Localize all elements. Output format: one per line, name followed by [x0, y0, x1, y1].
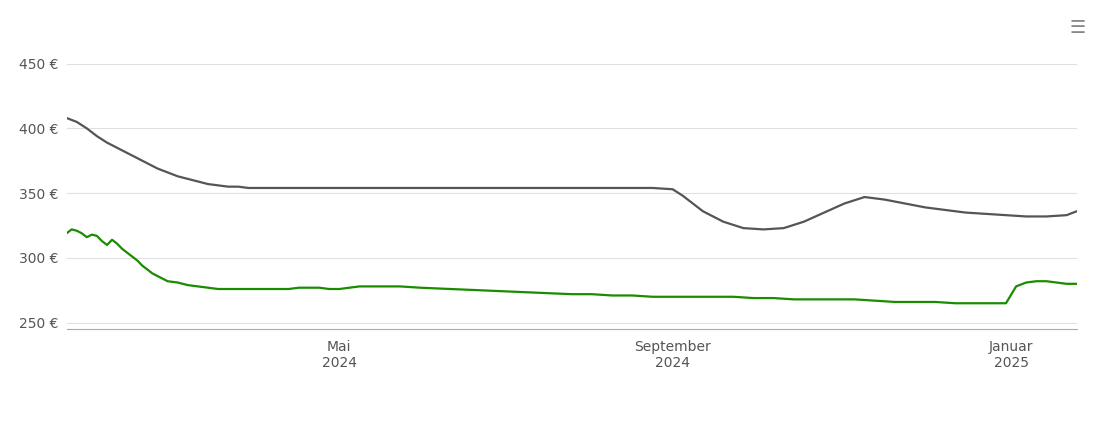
Text: ☰: ☰ — [1069, 19, 1086, 37]
